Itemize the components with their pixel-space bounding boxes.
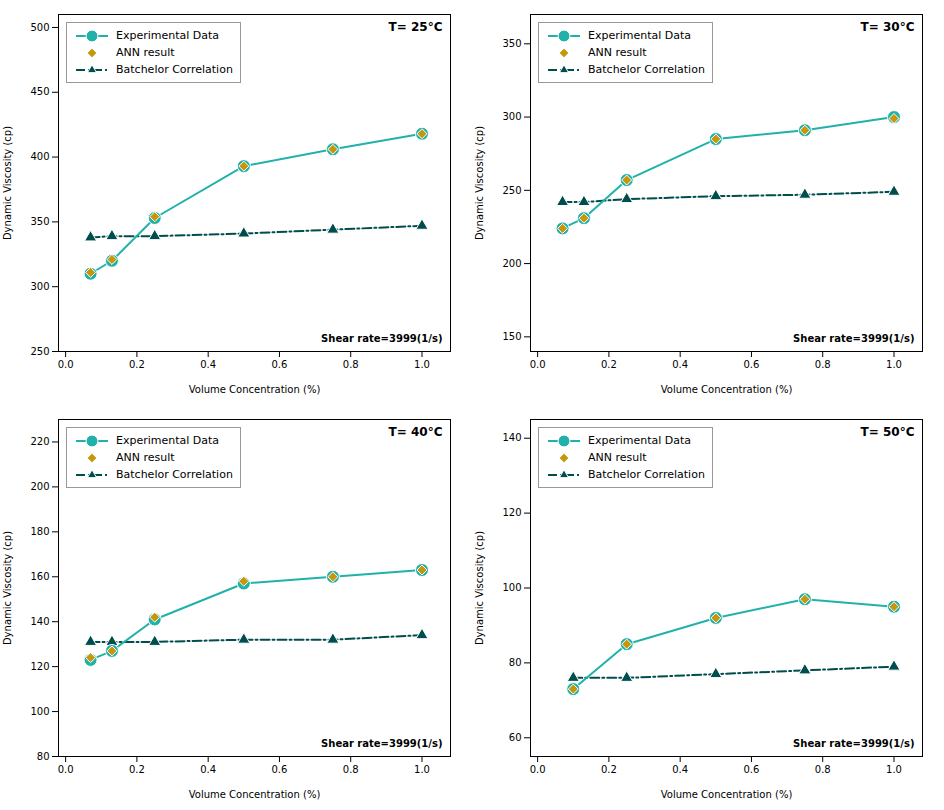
svg-text:1.0: 1.0 xyxy=(886,359,902,370)
svg-text:140: 140 xyxy=(30,616,49,627)
html-text:Experimental Data: Experimental Data xyxy=(588,434,692,447)
svg-text:0.2: 0.2 xyxy=(129,764,145,775)
svg-text:450: 450 xyxy=(30,86,49,97)
svg-text:0.0: 0.0 xyxy=(530,359,546,370)
svg-text:Dynamic Viscosity (cp): Dynamic Viscosity (cp) xyxy=(2,126,13,240)
svg-text:0.6: 0.6 xyxy=(743,359,759,370)
html-text:ANN result: ANN result xyxy=(588,451,647,464)
html-text:Experimental Data: Experimental Data xyxy=(588,29,692,42)
svg-text:0.4: 0.4 xyxy=(672,764,688,775)
svg-text:T= 25°C: T= 25°C xyxy=(389,20,443,34)
svg-text:350: 350 xyxy=(502,38,521,49)
svg-text:100: 100 xyxy=(502,582,521,593)
svg-text:Shear rate=3999(1/s): Shear rate=3999(1/s) xyxy=(321,738,442,749)
svg-text:0.2: 0.2 xyxy=(129,359,145,370)
svg-text:Shear rate=3999(1/s): Shear rate=3999(1/s) xyxy=(793,333,914,344)
svg-text:Volume Concentration (%): Volume Concentration (%) xyxy=(661,384,793,395)
svg-text:400: 400 xyxy=(30,151,49,162)
svg-text:0.0: 0.0 xyxy=(58,359,74,370)
svg-text:300: 300 xyxy=(502,111,521,122)
svg-text:0.4: 0.4 xyxy=(200,764,216,775)
svg-text:1.0: 1.0 xyxy=(886,764,902,775)
svg-text:1.0: 1.0 xyxy=(414,764,430,775)
html-text:Batchelor Correlation: Batchelor Correlation xyxy=(116,63,233,76)
svg-text:Shear rate=3999(1/s): Shear rate=3999(1/s) xyxy=(321,333,442,344)
svg-text:T= 50°C: T= 50°C xyxy=(861,425,915,439)
html-text:Experimental Data: Experimental Data xyxy=(116,29,220,42)
svg-text:0.6: 0.6 xyxy=(271,359,287,370)
svg-text:300: 300 xyxy=(30,281,49,292)
svg-text:500: 500 xyxy=(30,22,49,33)
svg-text:250: 250 xyxy=(30,346,49,357)
html-text:Batchelor Correlation: Batchelor Correlation xyxy=(588,63,705,76)
svg-text:1.0: 1.0 xyxy=(414,359,430,370)
svg-text:Dynamic Viscosity (cp): Dynamic Viscosity (cp) xyxy=(474,531,485,645)
svg-text:250: 250 xyxy=(502,185,521,196)
svg-text:Volume Concentration (%): Volume Concentration (%) xyxy=(189,789,321,800)
html-text:ANN result: ANN result xyxy=(588,46,647,59)
html-text:Batchelor Correlation: Batchelor Correlation xyxy=(588,468,705,481)
svg-text:0.8: 0.8 xyxy=(815,764,831,775)
svg-text:0.8: 0.8 xyxy=(815,359,831,370)
svg-text:Shear rate=3999(1/s): Shear rate=3999(1/s) xyxy=(793,738,914,749)
svg-text:Dynamic Viscosity (cp): Dynamic Viscosity (cp) xyxy=(474,126,485,240)
svg-text:T= 30°C: T= 30°C xyxy=(861,20,915,34)
svg-text:200: 200 xyxy=(502,258,521,269)
svg-text:0.0: 0.0 xyxy=(530,764,546,775)
svg-text:150: 150 xyxy=(502,331,521,342)
svg-text:0.2: 0.2 xyxy=(601,764,617,775)
svg-text:T= 40°C: T= 40°C xyxy=(389,425,443,439)
svg-text:180: 180 xyxy=(30,526,49,537)
html-text:Experimental Data: Experimental Data xyxy=(116,434,220,447)
svg-text:0.6: 0.6 xyxy=(743,764,759,775)
svg-text:0.4: 0.4 xyxy=(672,359,688,370)
html-text:Batchelor Correlation: Batchelor Correlation xyxy=(116,468,233,481)
svg-text:220: 220 xyxy=(30,436,49,447)
svg-text:Volume Concentration (%): Volume Concentration (%) xyxy=(661,789,793,800)
svg-text:0.8: 0.8 xyxy=(343,359,359,370)
svg-text:120: 120 xyxy=(502,507,521,518)
svg-text:120: 120 xyxy=(30,661,49,672)
svg-text:80: 80 xyxy=(509,657,522,668)
svg-text:Volume Concentration (%): Volume Concentration (%) xyxy=(189,384,321,395)
svg-text:0.4: 0.4 xyxy=(200,359,216,370)
svg-text:100: 100 xyxy=(30,706,49,717)
svg-text:60: 60 xyxy=(509,732,522,743)
html-text:ANN result: ANN result xyxy=(116,451,175,464)
svg-text:200: 200 xyxy=(30,481,49,492)
svg-text:0.0: 0.0 xyxy=(58,764,74,775)
svg-text:Dynamic Viscosity (cp): Dynamic Viscosity (cp) xyxy=(2,531,13,645)
svg-text:350: 350 xyxy=(30,216,49,227)
svg-text:0.8: 0.8 xyxy=(343,764,359,775)
svg-text:0.2: 0.2 xyxy=(601,359,617,370)
svg-text:0.6: 0.6 xyxy=(271,764,287,775)
svg-text:160: 160 xyxy=(30,571,49,582)
svg-text:80: 80 xyxy=(37,751,50,762)
html-text:ANN result: ANN result xyxy=(116,46,175,59)
svg-text:140: 140 xyxy=(502,432,521,443)
